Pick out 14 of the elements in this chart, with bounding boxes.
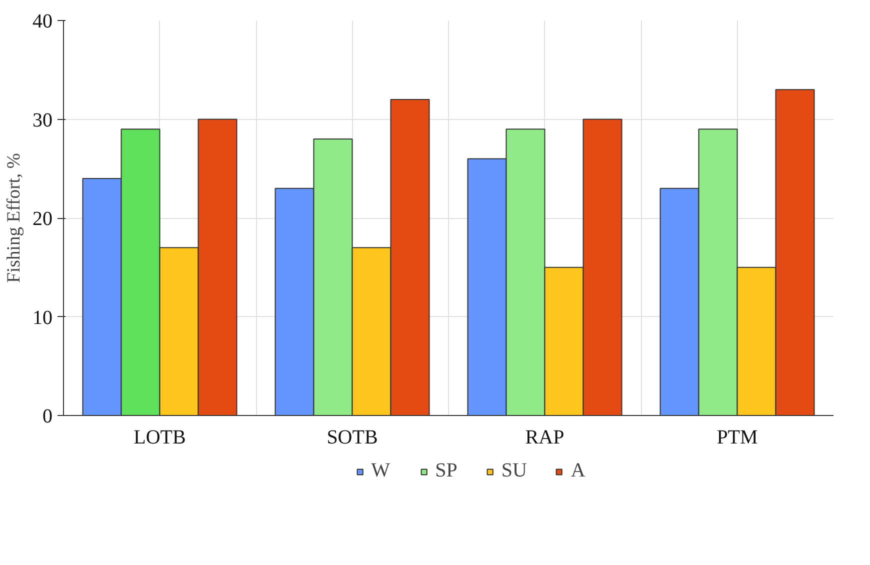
x-tick-label: RAP: [525, 426, 564, 448]
legend-label: SU: [501, 460, 527, 482]
x-tick-label: SOTB: [326, 426, 378, 448]
legend-label: A: [570, 460, 586, 482]
legend-label: W: [371, 460, 391, 482]
y-tick-label: 20: [32, 208, 52, 230]
x-tick-label: PTM: [716, 426, 758, 448]
y-tick-label: 40: [32, 10, 52, 32]
y-axis-title: Fishing Effort, %: [4, 153, 24, 283]
y-tick-label: 0: [42, 406, 52, 428]
y-tick-label: 30: [32, 109, 52, 132]
legend-label: SP: [435, 460, 458, 482]
y-tick-label: 10: [32, 306, 52, 329]
x-tick-label: LOTB: [134, 426, 186, 448]
